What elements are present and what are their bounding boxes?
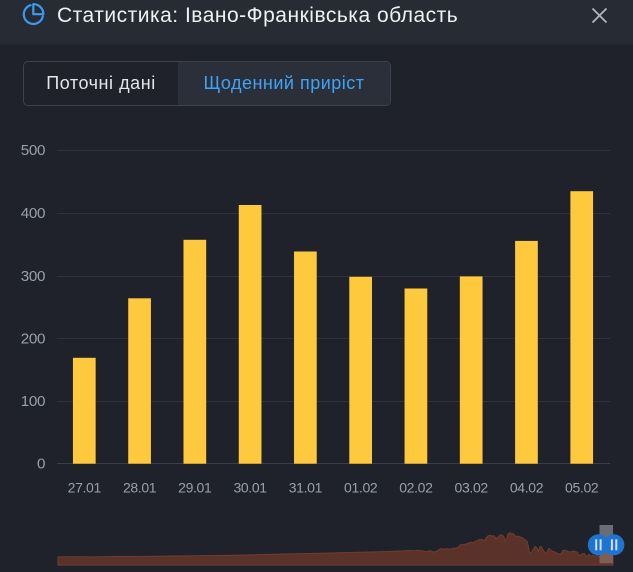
svg-text:02.02: 02.02 bbox=[399, 480, 433, 496]
svg-text:100: 100 bbox=[21, 393, 45, 410]
svg-text:300: 300 bbox=[21, 268, 45, 285]
svg-text:30.01: 30.01 bbox=[233, 480, 267, 496]
svg-text:0: 0 bbox=[37, 456, 45, 473]
svg-text:29.01: 29.01 bbox=[178, 480, 212, 496]
svg-text:01.02: 01.02 bbox=[344, 480, 378, 496]
svg-text:400: 400 bbox=[21, 205, 45, 222]
svg-text:500: 500 bbox=[21, 142, 45, 159]
svg-text:05.02: 05.02 bbox=[565, 480, 599, 496]
svg-text:04.02: 04.02 bbox=[510, 480, 544, 496]
svg-text:200: 200 bbox=[21, 331, 45, 348]
svg-text:28.01: 28.01 bbox=[123, 480, 157, 496]
svg-text:31.01: 31.01 bbox=[289, 480, 323, 496]
svg-text:03.02: 03.02 bbox=[455, 480, 489, 496]
svg-text:27.01: 27.01 bbox=[68, 480, 102, 496]
